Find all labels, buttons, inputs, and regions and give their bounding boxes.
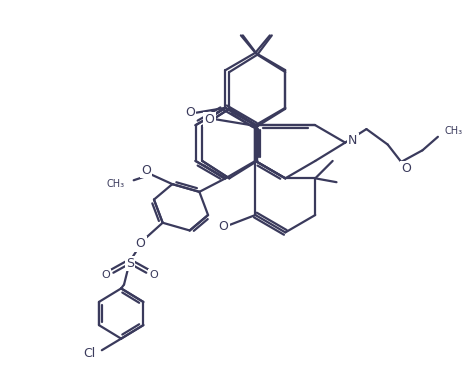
Text: O: O (141, 164, 151, 177)
Text: O: O (184, 106, 194, 119)
Text: Cl: Cl (82, 346, 95, 360)
Text: CH₃: CH₃ (444, 126, 462, 136)
Text: S: S (125, 257, 133, 270)
Text: O: O (204, 113, 214, 126)
Text: N: N (348, 134, 357, 147)
Text: O: O (135, 237, 145, 250)
Text: O: O (101, 270, 110, 280)
Text: O: O (218, 220, 228, 233)
Text: O: O (400, 162, 410, 175)
Text: CH₃: CH₃ (106, 179, 125, 189)
Text: O: O (149, 270, 158, 280)
